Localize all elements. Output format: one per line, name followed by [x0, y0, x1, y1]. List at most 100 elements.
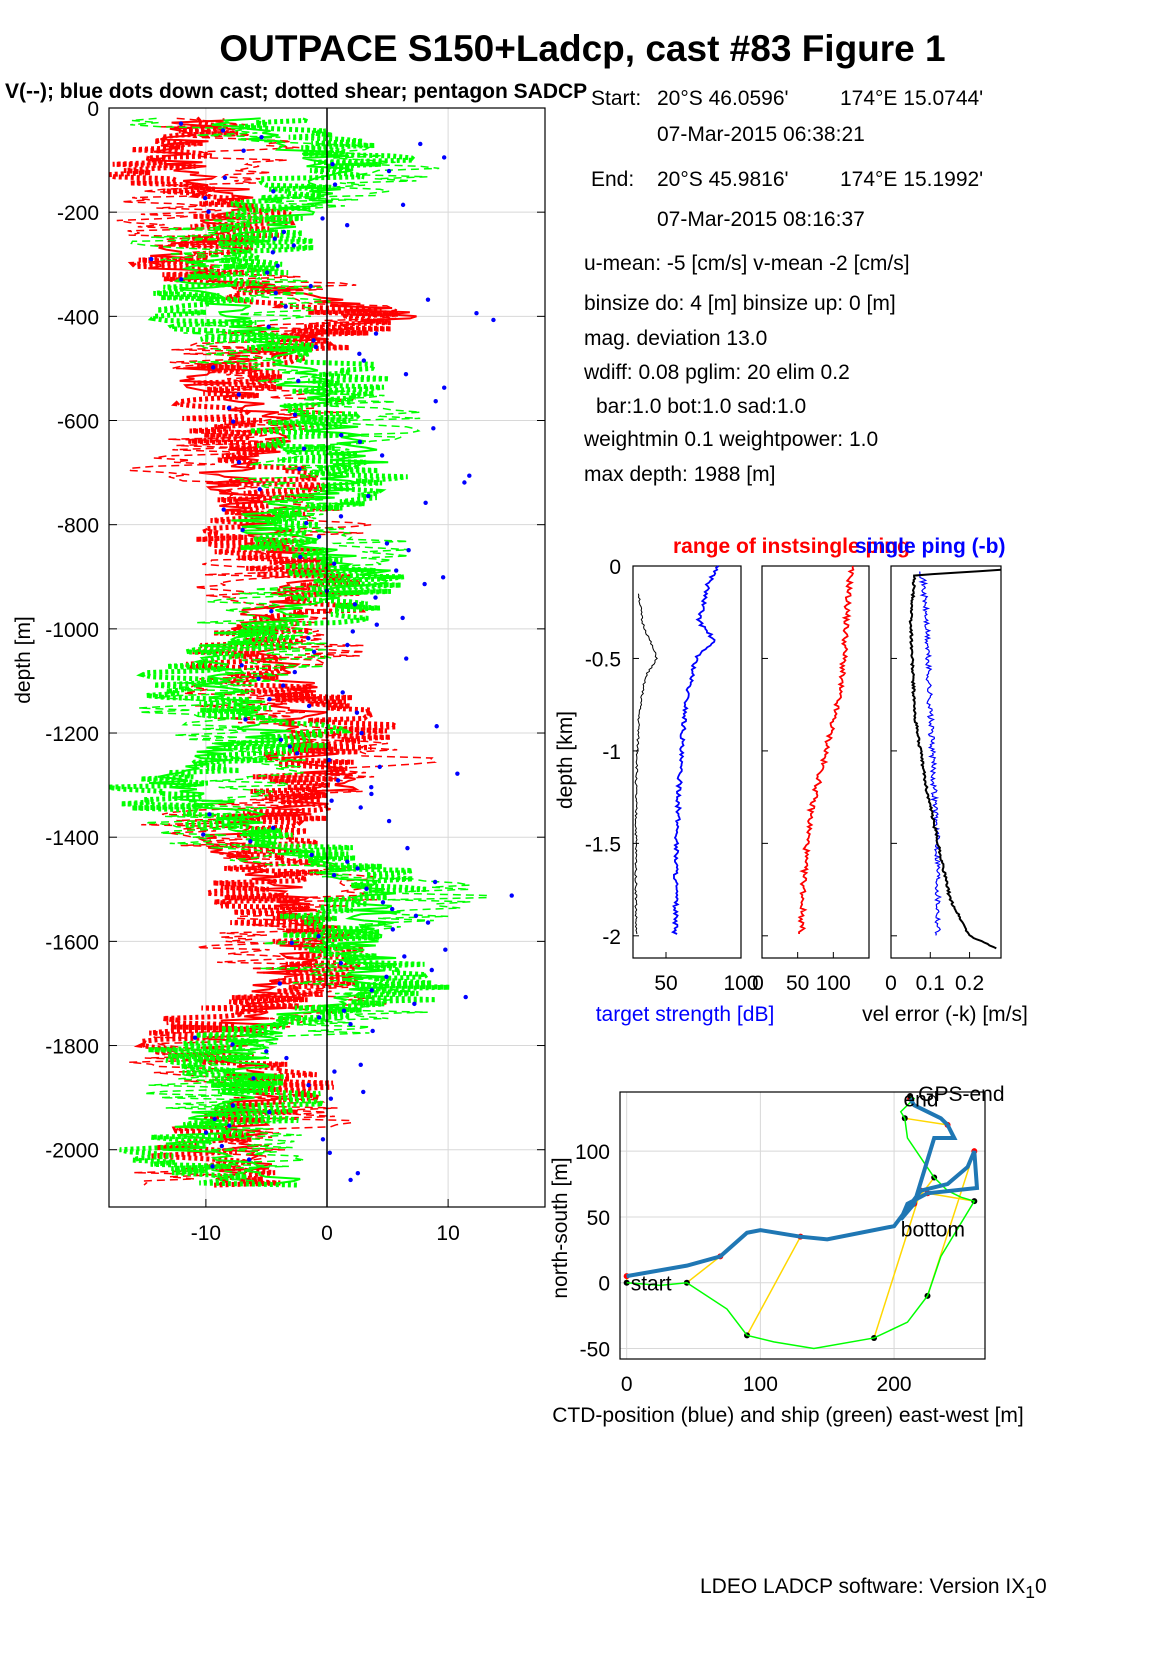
down-cast-dot	[267, 1110, 272, 1115]
down-cast-dot	[316, 933, 321, 939]
down-cast-dot	[284, 1055, 289, 1061]
y-axis-label: depth [km]	[554, 711, 577, 809]
down-cast-dot	[243, 717, 248, 722]
down-cast-dot	[361, 1089, 366, 1095]
down-cast-dot	[373, 595, 378, 600]
down-cast-dot	[406, 548, 411, 553]
down-cast-dot	[207, 812, 212, 817]
down-cast-dot	[369, 784, 374, 790]
range-chart: 0 50 100 range of instsingle ping	[673, 535, 910, 995]
down-cast-dot	[455, 771, 460, 776]
figure-subtitle: V(--); blue dots down cast; dotted shear…	[5, 80, 588, 103]
down-cast-dot	[340, 690, 345, 695]
x-tick-label: 0.2	[955, 972, 984, 995]
panel-frame	[632, 565, 742, 959]
down-cast-dot	[291, 243, 296, 248]
v-profile-line	[109, 117, 450, 1188]
max-depth-text: max depth: 1988 [m]	[584, 463, 776, 486]
down-cast-dot	[316, 534, 322, 539]
down-cast-dot	[390, 927, 396, 932]
down-cast-dot	[402, 954, 407, 959]
bottom-label: bottom	[901, 1219, 965, 1242]
down-cast-dot	[358, 805, 363, 810]
target-strength-chart: 0 -0.5 -1 -1.5 -2 50 100 depth [km] target stren…	[554, 556, 774, 1026]
y-tick-label: -1000	[45, 619, 99, 642]
down-cast-dot	[272, 236, 277, 241]
down-cast-dot	[271, 825, 276, 831]
down-cast-dot	[311, 338, 316, 343]
y-tick-label: -1600	[45, 931, 99, 954]
err-series-line	[908, 568, 1002, 950]
down-cast-dot	[364, 886, 369, 891]
ctd-ship-link	[904, 1117, 948, 1126]
start-label: Start:	[591, 87, 642, 110]
down-cast-dot	[404, 656, 409, 661]
y-tick-label: 100	[575, 1141, 610, 1164]
down-cast-dot	[380, 900, 386, 905]
y-tick-label: -2	[602, 926, 621, 949]
down-cast-dot	[338, 514, 344, 519]
down-cast-dot	[203, 1130, 209, 1135]
plot-frame	[619, 1091, 986, 1360]
y-tick-label: -400	[57, 306, 99, 329]
u-profile-line	[116, 117, 438, 1186]
down-cast-dot	[278, 737, 284, 742]
binsize-text: binsize do: 4 [m] binsize up: 0 [m]	[584, 292, 896, 315]
y-tick-label: 0	[598, 1273, 610, 1296]
ctd-ship-link	[746, 1236, 802, 1336]
down-cast-dot	[474, 311, 479, 316]
wdiff-text: wdiff: 0.08 pglim: 20 elim 0.2	[584, 361, 850, 384]
down-cast-dot	[432, 879, 438, 885]
y-tick-label: -1.5	[585, 833, 621, 856]
down-cast-dot	[201, 832, 206, 837]
down-cast-dot	[429, 967, 434, 973]
down-cast-dot	[259, 134, 264, 140]
down-cast-dot	[462, 480, 467, 485]
down-cast-dot	[390, 906, 395, 912]
down-cast-dot	[405, 845, 410, 851]
figure-title: OUTPACE S150+Ladcp, cast #83 Figure 1	[219, 28, 946, 69]
down-cast-dot	[219, 1143, 225, 1149]
down-cast-dot	[369, 988, 374, 993]
down-cast-dot	[443, 947, 448, 952]
down-cast-dot	[210, 1164, 215, 1169]
down-cast-dot	[425, 297, 431, 302]
y-tick-label: -600	[57, 411, 99, 434]
x-axis-label: target strength [dB]	[596, 1003, 775, 1026]
down-cast-dot	[332, 1069, 337, 1074]
down-cast-dot	[423, 500, 428, 506]
ctd-ship-link	[873, 1190, 922, 1339]
end-lon: 174°E 15.1992'	[840, 168, 984, 191]
down-cast-dot	[230, 1103, 236, 1108]
down-cast-dot	[240, 527, 245, 533]
x-tick-label: 0.1	[916, 972, 945, 995]
start-lon: 174°E 15.0744'	[840, 87, 984, 110]
down-cast-dot	[320, 216, 325, 221]
vel-error-chart: 0 0.1 0.2 single ping (-b) vel error (-k) [m…	[855, 535, 1028, 1026]
gps-end-label: GPS-end	[918, 1083, 1004, 1106]
down-cast-dot	[386, 818, 392, 824]
down-cast-dot	[509, 893, 514, 898]
down-cast-dot	[348, 1021, 353, 1027]
down-cast-dot	[433, 399, 438, 404]
x-tick-label: 0	[621, 1373, 633, 1396]
down-cast-dot	[241, 148, 246, 153]
x-tick-label: -10	[191, 1222, 221, 1245]
down-cast-dot	[226, 405, 232, 411]
x-tick-label: 100	[723, 972, 758, 995]
down-cast-dot	[359, 730, 364, 736]
software-version: LDEO LADCP software: Version IX10	[700, 1575, 1047, 1603]
down-cast-dot	[308, 283, 313, 289]
down-cast-dot	[350, 629, 355, 634]
single-ping-title: single ping (-b)	[855, 535, 1005, 558]
down-cast-dot	[366, 493, 371, 499]
y-tick-label: -1400	[45, 827, 99, 850]
y-tick-label: -50	[580, 1338, 610, 1361]
down-cast-dot	[373, 331, 379, 336]
down-cast-dot	[292, 669, 297, 675]
velocity-profile-chart: -10 0 10 0 -200 -400 -600 -800 -1000 -1200 -1400 -1…	[12, 98, 546, 1245]
end-time: 07-Mar-2015 08:16:37	[657, 208, 865, 231]
down-cast-dot	[316, 1015, 322, 1020]
down-cast-dot	[441, 155, 447, 160]
